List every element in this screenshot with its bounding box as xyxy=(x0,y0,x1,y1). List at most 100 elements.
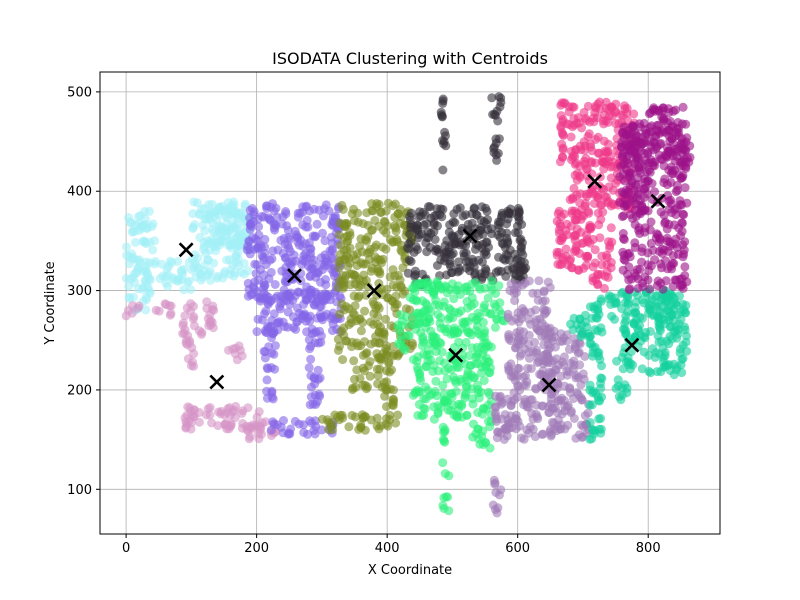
data-point xyxy=(381,244,391,254)
data-point xyxy=(674,131,684,141)
data-point xyxy=(128,226,138,235)
data-point xyxy=(306,392,316,402)
data-point xyxy=(661,276,671,286)
data-point xyxy=(476,387,486,397)
data-point xyxy=(393,209,403,219)
data-point xyxy=(591,158,601,168)
data-point xyxy=(647,294,657,304)
data-point xyxy=(215,236,224,246)
data-point xyxy=(410,270,420,280)
data-point xyxy=(440,469,450,479)
data-point xyxy=(562,402,572,412)
data-point xyxy=(585,434,595,444)
data-point xyxy=(669,370,679,380)
data-point xyxy=(680,271,690,280)
data-point xyxy=(673,249,683,259)
data-point xyxy=(619,211,629,221)
data-point xyxy=(585,189,595,198)
data-point xyxy=(254,429,263,439)
data-point xyxy=(635,195,645,205)
y-tick-label: 100 xyxy=(67,483,92,498)
data-point xyxy=(140,237,150,247)
data-point xyxy=(622,108,632,118)
data-point xyxy=(654,337,664,347)
data-point xyxy=(441,141,451,151)
data-point xyxy=(540,296,550,306)
data-point xyxy=(468,399,478,409)
data-point xyxy=(655,140,665,149)
centroid-5 xyxy=(462,228,478,244)
data-point xyxy=(363,282,373,292)
data-point xyxy=(431,376,441,386)
data-point xyxy=(145,274,155,284)
data-point xyxy=(576,189,585,199)
data-point xyxy=(589,302,599,311)
data-point xyxy=(599,119,609,129)
data-point xyxy=(368,297,378,307)
data-point xyxy=(304,335,314,345)
data-point xyxy=(518,250,528,260)
data-point xyxy=(552,354,562,364)
x-tick-label: 0 xyxy=(122,541,130,556)
data-point xyxy=(121,273,131,283)
data-point xyxy=(450,218,460,227)
data-point xyxy=(262,393,272,403)
data-point xyxy=(439,436,449,446)
data-point xyxy=(189,405,199,415)
data-point xyxy=(429,220,439,230)
data-point xyxy=(279,416,288,425)
data-point xyxy=(366,317,376,327)
data-point xyxy=(396,310,406,320)
data-point xyxy=(558,253,568,262)
data-point xyxy=(308,231,318,241)
data-point xyxy=(461,241,471,250)
data-point xyxy=(436,402,446,412)
data-point xyxy=(510,376,520,385)
data-point xyxy=(473,408,483,417)
data-point xyxy=(479,249,489,259)
data-point xyxy=(615,172,625,182)
data-point xyxy=(362,236,371,246)
data-point xyxy=(587,400,597,410)
x-tick-label: 600 xyxy=(505,541,530,556)
data-point xyxy=(252,327,262,337)
data-point xyxy=(288,312,298,322)
data-point xyxy=(330,410,340,420)
data-point xyxy=(385,235,395,245)
data-point xyxy=(558,145,568,155)
data-point xyxy=(470,270,480,280)
data-point xyxy=(188,209,198,219)
data-point xyxy=(127,308,137,318)
data-point xyxy=(569,414,579,423)
data-point xyxy=(673,118,683,127)
data-point xyxy=(676,173,686,183)
data-point xyxy=(404,331,414,341)
data-point xyxy=(439,297,449,307)
data-point xyxy=(141,305,151,315)
data-point xyxy=(131,237,140,247)
data-point xyxy=(444,247,454,257)
data-point xyxy=(298,255,308,265)
data-point xyxy=(220,420,230,430)
data-point xyxy=(322,415,332,425)
data-point xyxy=(280,239,290,249)
data-point xyxy=(392,237,402,247)
data-point xyxy=(350,216,359,226)
data-point xyxy=(483,293,493,303)
data-point xyxy=(618,152,628,162)
data-point xyxy=(578,432,588,442)
data-point xyxy=(608,161,618,171)
data-point xyxy=(644,351,654,360)
data-point xyxy=(306,249,315,258)
data-point xyxy=(239,259,249,269)
data-point xyxy=(207,418,217,428)
data-point xyxy=(503,361,513,371)
data-point xyxy=(440,366,450,376)
data-point xyxy=(179,285,189,295)
data-point xyxy=(487,285,497,295)
x-tick-label: 200 xyxy=(244,541,269,556)
data-point xyxy=(190,258,200,268)
data-point xyxy=(603,147,613,156)
data-point xyxy=(125,293,135,303)
cluster-6 xyxy=(393,276,509,516)
